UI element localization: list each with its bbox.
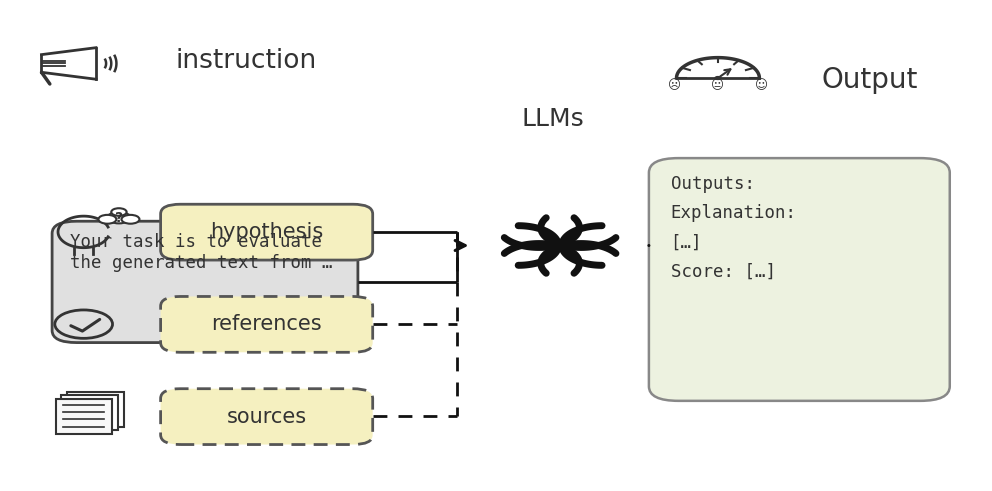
FancyBboxPatch shape [649, 158, 949, 401]
FancyBboxPatch shape [161, 297, 373, 353]
Circle shape [715, 77, 721, 80]
Text: sources: sources [226, 407, 307, 427]
Text: LLMs: LLMs [522, 108, 584, 131]
FancyBboxPatch shape [56, 399, 112, 434]
Text: instruction: instruction [176, 48, 316, 74]
FancyBboxPatch shape [161, 204, 373, 260]
Circle shape [98, 215, 116, 224]
Text: Outputs:
Explanation:
[…]
Score: […]: Outputs: Explanation: […] Score: […] [671, 175, 797, 281]
Text: ?: ? [115, 211, 123, 225]
Text: ☺: ☺ [755, 79, 768, 92]
Text: 😐: 😐 [711, 79, 724, 92]
Text: Your task is to evaluate
the generated text from …: Your task is to evaluate the generated t… [69, 233, 332, 272]
Circle shape [107, 212, 131, 223]
FancyBboxPatch shape [67, 392, 124, 427]
FancyBboxPatch shape [53, 221, 358, 343]
FancyBboxPatch shape [161, 389, 373, 444]
FancyBboxPatch shape [62, 395, 118, 430]
Text: hypothesis: hypothesis [210, 222, 323, 242]
Text: references: references [211, 314, 322, 334]
Circle shape [121, 215, 140, 224]
Text: ☹: ☹ [668, 79, 681, 92]
Text: Output: Output [821, 66, 918, 94]
Circle shape [111, 208, 127, 216]
